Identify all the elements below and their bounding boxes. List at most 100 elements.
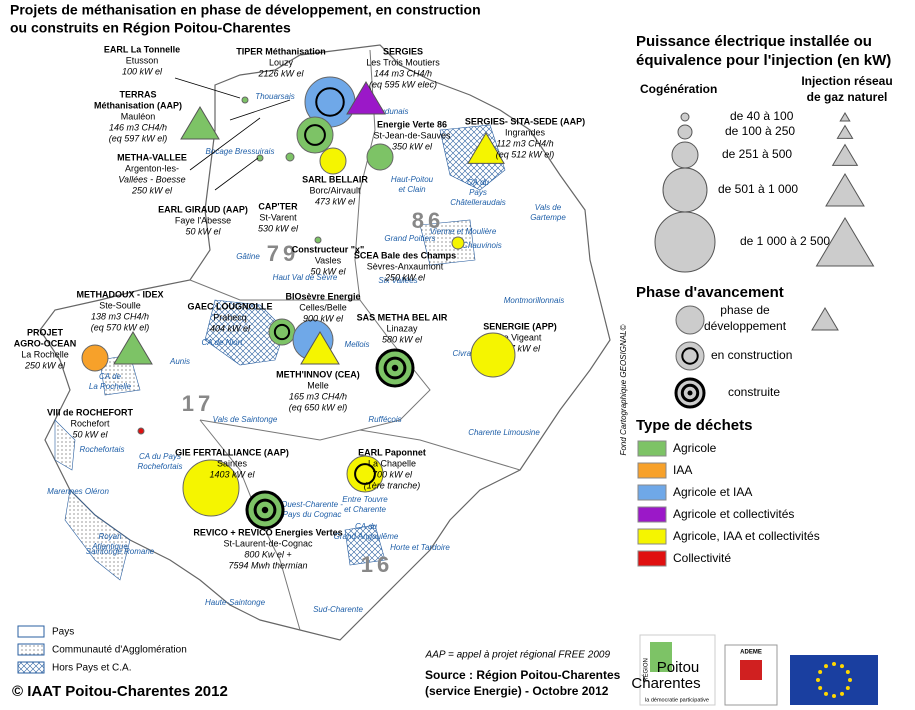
project-label: 50 kW el (72, 429, 108, 439)
legend-size-label: de 1 000 à 2 500 (740, 234, 830, 248)
project-marker-ring (354, 463, 376, 485)
area-label: Pays du Cognac (283, 510, 342, 519)
legend-waste-swatch (637, 550, 667, 567)
area-label: La Rochelle (89, 382, 132, 391)
region-logo-name: Poitou (657, 659, 700, 676)
legend-size-circle (680, 112, 690, 122)
project-label: 7594 Mwh thermian (228, 560, 307, 570)
project-marker-ring (304, 124, 326, 146)
legend-waste-swatch (637, 440, 667, 457)
region-logo-name: Charentes (631, 675, 700, 692)
title: Projets de méthanisation en phase de dév… (10, 2, 481, 18)
project-label: Rochefort (70, 418, 110, 428)
project-marker (81, 344, 109, 372)
project-label: Energie Verte 86 (377, 119, 447, 129)
project-label: 527 kW el (500, 343, 541, 353)
project-label: Le Vigeant (499, 332, 542, 342)
eu-star (840, 691, 844, 696)
legend-size-circle (671, 141, 699, 169)
hors-pays-area (204, 299, 286, 366)
project-label: METHA-VALLEE (117, 152, 187, 162)
area-label: Charente Limousine (468, 428, 540, 437)
project-label: SENERGIE (APP) (483, 321, 557, 331)
legend-size-label: de 501 à 1 000 (718, 182, 798, 196)
project-label: Vallées - Boesse (118, 174, 185, 184)
project-label: La Chapelle (368, 458, 416, 468)
project-marker (180, 106, 220, 140)
map-legend-label: Hors Pays et C.A. (52, 663, 131, 674)
area-label: Pays (469, 188, 487, 197)
project-label: Mauléon (121, 111, 156, 121)
agglomeration-area (419, 219, 476, 266)
eu-star (845, 670, 850, 674)
legend-phase-triangle (811, 307, 839, 331)
project-label: Sèvres-Anxaumont (367, 261, 444, 271)
project-label: SERGIES- SITA-SEDE (AAP) (465, 116, 585, 126)
legend-waste-label: Agricole (673, 441, 717, 455)
project-label: 250 kW el (131, 185, 173, 195)
project-label: Borc/Airvault (309, 185, 361, 195)
project-marker (113, 331, 153, 365)
area-label: Grand Angoulême (334, 532, 399, 541)
legend-waste-label: Agricole, IAA et collectivités (673, 529, 820, 543)
project-marker (285, 152, 295, 162)
project-label: REVICO + REVICO Energies Vertes (193, 527, 342, 537)
legend-phase-label: phase de (720, 303, 770, 317)
project-marker (470, 332, 516, 378)
project-label: BIOsèvre Energie (285, 291, 360, 301)
project-label: Linazay (386, 323, 418, 333)
project-marker (256, 154, 264, 162)
project-label: TIPER Méthanisation (236, 46, 326, 56)
project-marker-ring (383, 356, 407, 380)
legend-title: Puissance électrique installée ou (636, 33, 872, 50)
area-label: Vals de Saintonge (213, 415, 278, 424)
area-label: Rochefortais (138, 462, 183, 471)
leader-line (174, 77, 241, 99)
project-label: (eq 512 kW el) (496, 149, 555, 159)
area-label: Bocage Bressuirais (206, 147, 275, 156)
project-label: TERRAS (119, 89, 156, 99)
legend-phase-marker-ring (680, 383, 700, 403)
legend-waste-swatch (637, 484, 667, 501)
project-label: Saintes (217, 458, 248, 468)
leader-line (189, 117, 261, 171)
area-label: Châtelleraudais (450, 198, 506, 207)
island (54, 419, 76, 471)
legend-waste-swatch (637, 506, 667, 523)
project-marker (268, 318, 296, 346)
area-label: Vienne et Moulière (430, 227, 497, 236)
area-label: Haut Val de Sèvre (273, 273, 338, 282)
map-legend-swatch (17, 625, 45, 638)
legend-phase-marker-ring (681, 347, 699, 365)
project-label: EARL GIRAUD (AAP) (158, 204, 248, 214)
project-label: Faye l'Abesse (175, 215, 231, 225)
project-label: 112 m3 CH4/h (496, 138, 553, 148)
department-number: 17 (182, 391, 214, 416)
eu-star (824, 691, 828, 696)
project-label: 530 kW el (258, 223, 299, 233)
project-marker (182, 459, 240, 517)
legend-heading: Injection réseau (801, 74, 892, 88)
legend-phase-marker (675, 341, 705, 371)
area-label: Gâtine (236, 252, 260, 261)
legend-heading: de gaz naturel (807, 90, 888, 104)
project-marker-core (261, 506, 269, 514)
project-marker (314, 236, 322, 244)
project-marker (319, 147, 347, 175)
legend-waste-label: IAA (673, 463, 692, 477)
area-label: Mellois (345, 340, 370, 349)
project-marker (467, 132, 505, 164)
project-marker (296, 116, 334, 154)
eu-star (818, 686, 823, 690)
area-label: Grand Poitiers (384, 234, 435, 243)
project-label: St-Varent (259, 212, 297, 222)
map-legend-swatch (17, 661, 45, 674)
project-label: VIII de ROCHEFORT (47, 407, 134, 417)
eu-star (832, 662, 836, 666)
project-label: Ingrandes (505, 127, 546, 137)
department-number: 79 (267, 241, 299, 266)
project-marker-ring (315, 87, 345, 117)
ademe-logo-mark (740, 660, 762, 680)
area-label: CA du (355, 522, 377, 531)
